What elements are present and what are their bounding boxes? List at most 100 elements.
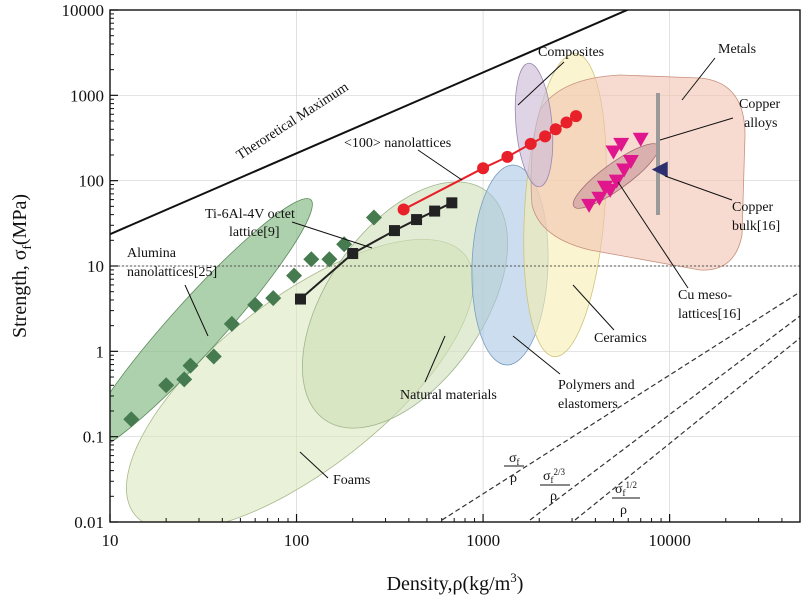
data-point xyxy=(223,315,240,332)
data-point xyxy=(294,293,306,305)
leader-composites xyxy=(517,61,565,106)
material-regions xyxy=(110,52,746,522)
nano100-label: <100> nanolattices xyxy=(344,136,451,151)
foams-label: Foams xyxy=(333,473,370,488)
data-point xyxy=(123,411,140,428)
guide-line-sigma12-over-rho xyxy=(574,337,800,521)
data-point xyxy=(608,174,625,189)
data-point xyxy=(581,198,598,213)
svg-text:σf2/3: σf2/3 xyxy=(543,467,566,485)
alumina-label-2: nanolattices[25] xyxy=(127,265,217,280)
svg-text:σf: σf xyxy=(509,451,520,467)
data-point xyxy=(321,251,338,268)
copper-alloys-label-2: alloys xyxy=(744,116,777,131)
ti-label-1: Ti-6Al-4V octet xyxy=(205,207,295,222)
data-point xyxy=(596,180,613,195)
data-series xyxy=(123,110,668,428)
polymers-label-1: Polymers and xyxy=(558,378,635,393)
data-point xyxy=(622,155,639,170)
series-cu-meso-lattices-16 xyxy=(581,132,649,213)
data-point xyxy=(397,203,410,216)
cu-meso-label-1: Cu meso- xyxy=(678,288,732,303)
data-point xyxy=(176,371,193,388)
guide-lines xyxy=(441,291,800,521)
series-100-nanolattices xyxy=(397,110,583,216)
data-point xyxy=(591,191,608,206)
data-point xyxy=(388,225,400,237)
alumina-label-1: Alumina xyxy=(127,246,177,261)
leader-copper-alloys xyxy=(659,117,734,141)
alumina-region xyxy=(110,198,313,454)
leader-polymers xyxy=(512,335,561,375)
data-point xyxy=(429,205,441,217)
series-alumina-nanolattices-25 xyxy=(123,209,382,428)
cu-meso-label-2: lattices[16] xyxy=(678,307,741,322)
natural-materials-label: Natural materials xyxy=(400,388,497,403)
leader-natural xyxy=(424,335,446,383)
natural-materials-region xyxy=(301,181,509,429)
x-tick-label: 100 xyxy=(284,531,310,550)
data-point xyxy=(539,130,552,143)
x-tick-label: 10000 xyxy=(648,531,691,550)
slope-label-3: σf1/2 ρ xyxy=(612,480,640,518)
leader-ti xyxy=(291,221,373,249)
leader-alumina xyxy=(184,284,209,337)
ceramics-label: Ceramics xyxy=(594,331,647,346)
theoretical-max-label: Theroretical Maximum xyxy=(234,80,351,164)
y-tick-label: 1000 xyxy=(70,86,104,105)
data-point xyxy=(632,132,649,147)
data-point xyxy=(247,296,264,313)
data-point xyxy=(158,377,175,394)
data-point xyxy=(605,145,622,160)
metals-label: Metals xyxy=(718,42,756,57)
svg-text:ρ: ρ xyxy=(550,489,557,504)
data-point xyxy=(524,137,537,150)
y-tick-label: 10000 xyxy=(62,1,105,20)
x-axis-title: Density,ρ(kg/m3) xyxy=(387,570,524,595)
y-tick-label: 0.01 xyxy=(74,513,104,532)
data-point xyxy=(347,248,359,260)
leader-metals xyxy=(681,57,716,101)
slope-label-1: σf ρ xyxy=(504,451,524,486)
data-point xyxy=(286,267,303,284)
theoretical-maximum-line xyxy=(110,10,630,236)
leader-cu-meso xyxy=(617,181,689,289)
leader-foams xyxy=(299,451,329,479)
svg-text:ρ: ρ xyxy=(510,471,517,486)
data-point xyxy=(205,348,222,365)
guide-line-sigma-over-rho xyxy=(441,291,800,521)
axis-ticks: 10 100 1000 10000 0.01 0.1 1 10 100 1000 10000 xyxy=(62,1,801,550)
guide-line-sigma23-over-rho xyxy=(529,315,800,521)
slope-label-2: σf2/3 ρ xyxy=(540,467,570,504)
series-ti-6al-4v-octet-lattice-9 xyxy=(294,197,458,305)
copper-alloys-label-1: Copper xyxy=(739,97,781,112)
leader-nano100 xyxy=(417,149,463,181)
copper-bulk-label-1: Copper xyxy=(732,200,774,215)
data-point xyxy=(477,162,490,175)
copper-alloys-bar xyxy=(656,93,660,215)
x-tick-label: 10 xyxy=(102,531,119,550)
leader-copper-bulk xyxy=(664,175,733,201)
copper-bulk-label-2: bulk[16] xyxy=(732,219,780,234)
svg-text:σf1/2: σf1/2 xyxy=(615,480,637,498)
data-point xyxy=(560,116,573,129)
composites-label: Composites xyxy=(538,45,604,60)
leader-lines xyxy=(184,57,734,479)
y-tick-label: 10 xyxy=(87,257,104,276)
data-point xyxy=(651,161,668,178)
data-point xyxy=(570,110,583,123)
data-point xyxy=(303,251,320,268)
data-point xyxy=(616,163,633,178)
x-tick-label: 1000 xyxy=(466,531,500,550)
data-point xyxy=(549,123,562,136)
series-copper-bulk-16 xyxy=(651,161,668,178)
data-point xyxy=(365,209,382,226)
data-point xyxy=(613,137,630,152)
leader-ceramics xyxy=(572,284,615,331)
y-tick-label: 100 xyxy=(79,172,105,191)
data-point xyxy=(446,197,458,209)
y-axis-title: Strength, σf(MPa) xyxy=(9,194,34,338)
data-point xyxy=(182,357,199,374)
polymers-label-2: elastomers xyxy=(558,397,618,412)
data-point xyxy=(501,150,514,163)
